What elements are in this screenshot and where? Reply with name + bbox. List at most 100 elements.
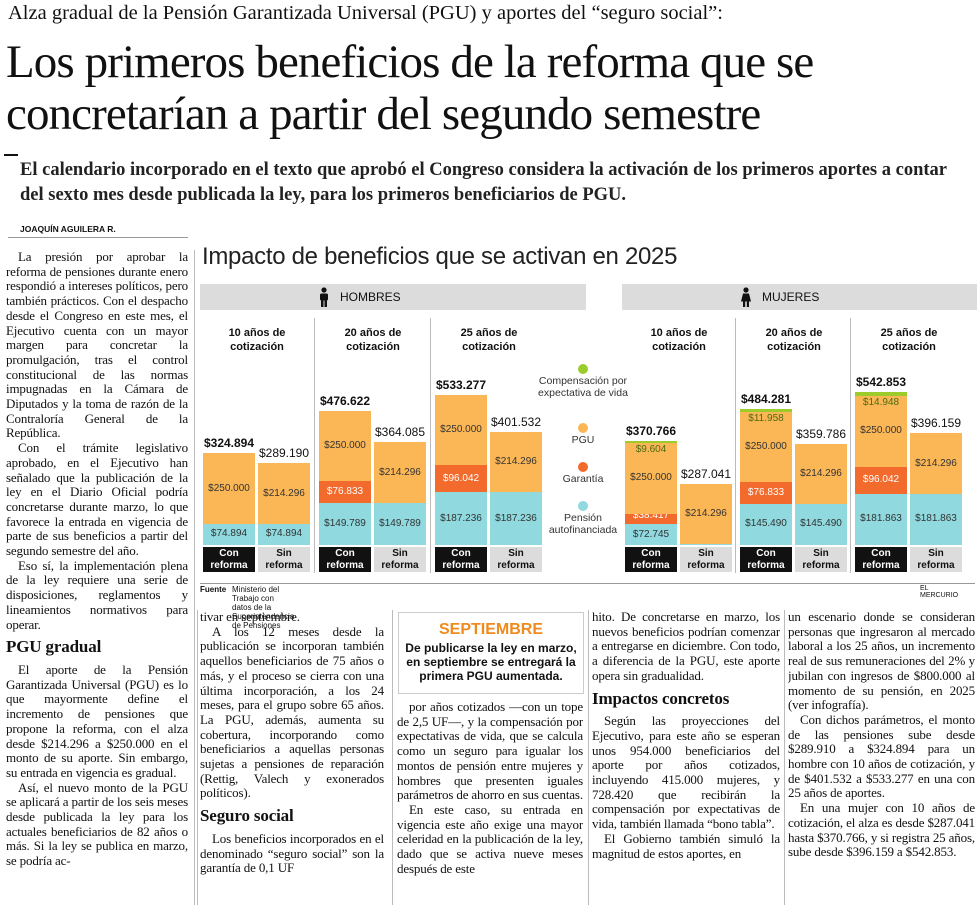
segment-label: $14.948 [862, 397, 900, 409]
segment-label: $214.296 [800, 467, 842, 479]
bar-segment [910, 493, 962, 545]
total-label: $484.281 [740, 391, 792, 406]
subheading: Impactos concretos [592, 688, 730, 708]
segment-label: $250.000 [208, 482, 250, 494]
byline: JOAQUÍN AGUILERA R. [20, 224, 116, 234]
legend-swatch [578, 364, 588, 374]
legend-swatch [578, 501, 588, 511]
text-column: La presión por aprobar la reforma de pen… [6, 250, 188, 905]
bar-category: Sin reforma [680, 547, 732, 572]
subheading: Seguro social [200, 806, 294, 826]
bar-segment [258, 463, 310, 524]
bar-segment [203, 453, 255, 524]
period-label: 10 años de cotización [650, 327, 708, 353]
bar-category: Sin reforma [374, 547, 426, 572]
legend-swatch [578, 423, 588, 433]
segment-label: $74.894 [210, 528, 248, 540]
segment-label: $250.000 [860, 425, 902, 437]
bar-segment [625, 440, 677, 444]
column-rule [194, 250, 195, 905]
bar-category: Sin reforma [795, 547, 847, 572]
bar-category: Con reforma [435, 547, 487, 572]
segment-label: $72.745 [632, 528, 670, 540]
paragraph: La presión por aprobar la reforma de pen… [6, 250, 188, 441]
paragraph: A los 12 meses desde la publicación se i… [200, 623, 384, 801]
bar-segment [258, 523, 310, 545]
text-column: un escenario donde se consideran persona… [788, 610, 975, 905]
legend-label: Pensión autofinanciada [548, 512, 618, 536]
segment-label: $38.417 [632, 510, 670, 522]
period-label: 20 años de cotización [344, 327, 402, 353]
source-label: Fuente [200, 585, 227, 594]
paragraph: En una mujer con 10 años de cotización, … [788, 800, 975, 860]
man-icon [320, 287, 328, 307]
paragraph: Así, el nuevo monto de la PGU se aplicar… [6, 779, 188, 869]
bar-segment [435, 492, 487, 545]
text-column: hito. De concretarse en marzo, los nuevo… [592, 610, 780, 905]
paragraph: El Gobierno también simuló la magnitud d… [592, 830, 780, 861]
subheading: PGU gradual [6, 637, 102, 657]
column-rule [784, 610, 785, 905]
paragraph: El aporte de la Pensión Garantizada Univ… [6, 661, 188, 780]
bar-category: Con reforma [203, 547, 255, 572]
paragraph: un escenario donde se consideran persona… [788, 610, 975, 713]
bar-category: Sin reforma [490, 547, 542, 572]
segment-label: $181.863 [915, 513, 957, 525]
segment-label: $214.296 [495, 456, 537, 468]
bar-segment [855, 396, 907, 467]
bar-segment [374, 442, 426, 503]
segment-label: $76.833 [326, 485, 364, 497]
paragraph: Según las proyecciones del Ejecutivo, pa… [592, 713, 780, 832]
credit: EL MERCURIO [920, 585, 959, 599]
bar-segment [855, 392, 907, 397]
period-label: 25 años de cotización [460, 327, 518, 353]
segment-label: $11.958 [748, 412, 784, 424]
bar-segment [740, 503, 792, 545]
bar-segment [435, 394, 487, 466]
bar-segment [319, 502, 371, 545]
segment-label: $250.000 [440, 423, 482, 435]
deck: El calendario incorporado en el texto qu… [20, 160, 947, 205]
group-banner: HOMBRES [200, 284, 586, 310]
period-label: 10 años de cotización [228, 327, 286, 353]
legend-label: Garantía [562, 473, 604, 485]
bar-category: Sin reforma [910, 547, 962, 572]
bar-segment [855, 493, 907, 545]
segment-label: $96.042 [442, 472, 480, 484]
callout-text: De publicarse la ley en marzo, en septie… [405, 641, 577, 683]
bar-segment [319, 481, 371, 503]
paragraph: Con el trámite legislativo aprobado, en … [6, 440, 188, 559]
callout-box: SEPTIEMBRE De publicarse la ley en marzo… [398, 612, 584, 694]
legend-label: Compensación por expectativa de vida [538, 375, 628, 399]
group-label: MUJERES [762, 290, 820, 304]
bar-segment [855, 466, 907, 494]
bar-category: Con reforma [855, 547, 907, 572]
byline-rule [8, 237, 188, 238]
segment-label: $96.042 [862, 474, 900, 486]
legend-label: PGU [571, 434, 595, 446]
paragraph: Con dichos parámetros, el monto de las p… [788, 711, 975, 801]
total-label: $396.159 [910, 416, 962, 431]
chart-title: Impacto de beneficios que se activan en … [202, 243, 678, 270]
bar-segment [680, 544, 732, 545]
bar-segment [490, 492, 542, 545]
bar-segment [374, 502, 426, 545]
paragraph: Eso sí, la implementación plena de la le… [6, 557, 188, 632]
paragraph: por años cotizados —con un tope de 2,5 U… [397, 700, 583, 803]
segment-label: $76.833 [747, 487, 785, 499]
bar-segment [740, 482, 792, 504]
total-label: $287.041 [680, 466, 732, 481]
paragraph: tivar en septiembre. [200, 610, 300, 624]
segment-label: $187.236 [495, 512, 537, 524]
callout-title: SEPTIEMBRE [438, 621, 543, 638]
source: Ministerio del Trabajo con datos de la S… [232, 585, 295, 630]
group-banner: MUJERES [622, 284, 977, 310]
total-label: $370.766 [625, 423, 677, 438]
headline: Los primeros beneficios de la reforma qu… [6, 36, 814, 88]
bar-segment [625, 443, 677, 514]
period-label: 20 años de cotización [765, 327, 823, 353]
column-rule [392, 610, 393, 905]
bar-segment [625, 513, 677, 525]
